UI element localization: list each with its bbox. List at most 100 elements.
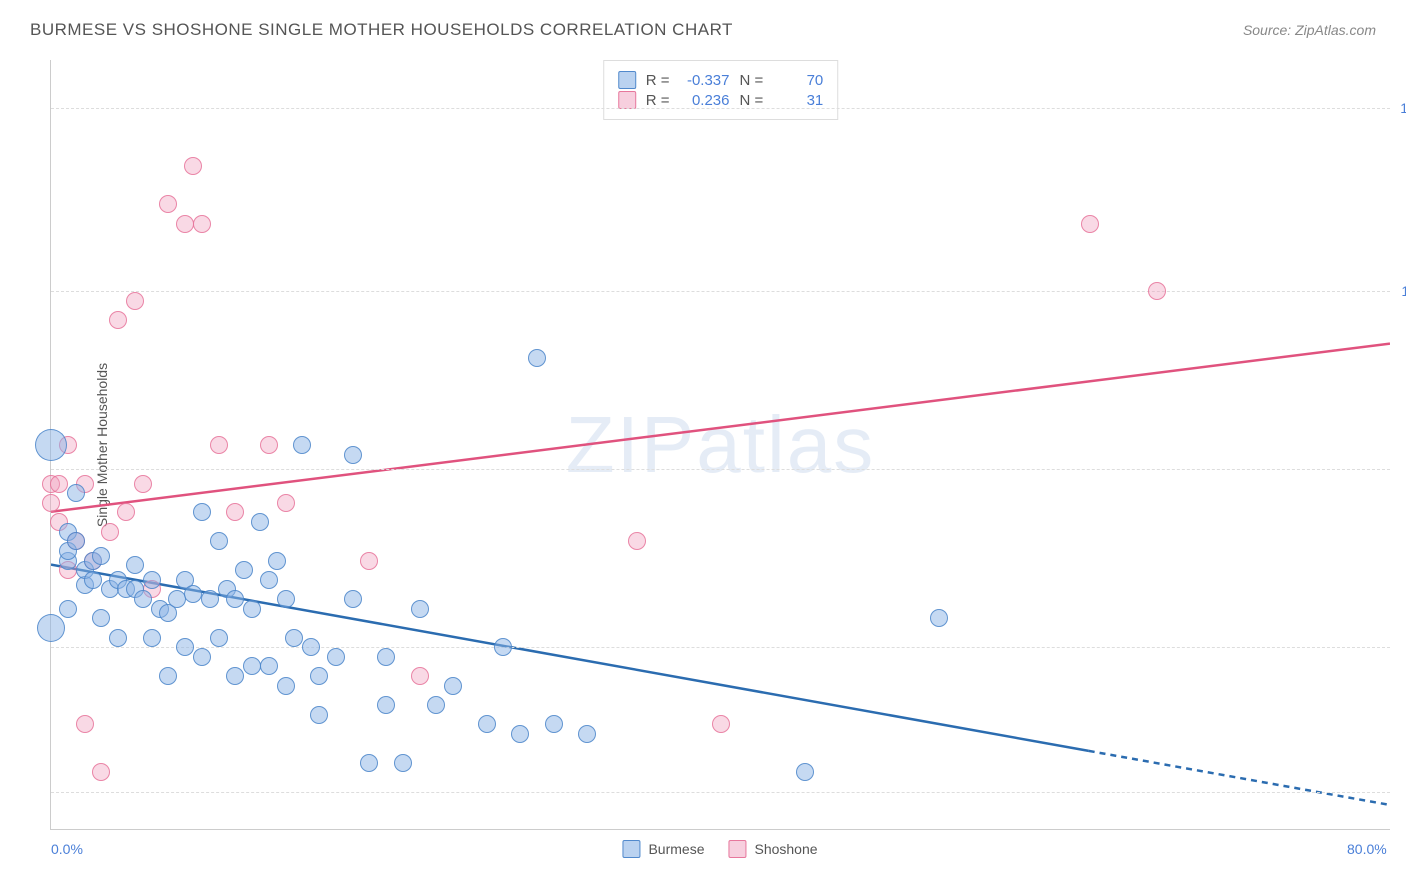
data-point	[930, 609, 948, 627]
legend-label-shoshone: Shoshone	[754, 841, 817, 857]
legend-label-burmese: Burmese	[648, 841, 704, 857]
gridline	[51, 291, 1390, 292]
data-point	[193, 215, 211, 233]
data-point	[92, 763, 110, 781]
data-point	[377, 648, 395, 666]
data-point	[168, 590, 186, 608]
x-tick-label: 80.0%	[1347, 841, 1387, 857]
data-point	[226, 590, 244, 608]
data-point	[251, 513, 269, 531]
data-point	[285, 629, 303, 647]
chart-area: Single Mother Households ZIPatlas R = -0…	[50, 60, 1390, 830]
stats-row-blue: R = -0.337 N = 70	[618, 71, 824, 89]
data-point	[444, 677, 462, 695]
r-label: R =	[646, 72, 670, 89]
data-point	[109, 311, 127, 329]
data-point	[411, 667, 429, 685]
data-point	[210, 629, 228, 647]
data-point	[277, 677, 295, 695]
data-point	[293, 436, 311, 454]
data-point	[50, 475, 68, 493]
data-point	[210, 436, 228, 454]
data-point	[277, 590, 295, 608]
data-point	[117, 503, 135, 521]
stats-legend-box: R = -0.337 N = 70 R = 0.236 N = 31	[603, 60, 839, 120]
data-point	[260, 571, 278, 589]
r-value-blue: -0.337	[680, 72, 730, 89]
data-point	[427, 696, 445, 714]
swatch-blue-icon	[618, 71, 636, 89]
data-point	[260, 436, 278, 454]
stats-row-pink: R = 0.236 N = 31	[618, 91, 824, 109]
y-tick-label: 11.2%	[1392, 283, 1406, 299]
data-point	[201, 590, 219, 608]
gridline	[51, 792, 1390, 793]
n-value-pink: 31	[773, 92, 823, 109]
data-point	[134, 475, 152, 493]
data-point	[143, 571, 161, 589]
data-point	[37, 614, 65, 642]
data-point	[277, 494, 295, 512]
data-point	[193, 503, 211, 521]
bottom-legend: Burmese Shoshone	[622, 840, 817, 858]
data-point	[1081, 215, 1099, 233]
data-point	[344, 446, 362, 464]
chart-title: BURMESE VS SHOSHONE SINGLE MOTHER HOUSEH…	[30, 20, 733, 40]
data-point	[126, 556, 144, 574]
data-point	[578, 725, 596, 743]
data-point	[67, 484, 85, 502]
data-point	[134, 590, 152, 608]
data-point	[377, 696, 395, 714]
data-point	[796, 763, 814, 781]
r-label: R =	[646, 92, 670, 109]
y-tick-label: 3.8%	[1392, 639, 1406, 655]
data-point	[235, 561, 253, 579]
data-point	[42, 494, 60, 512]
n-label: N =	[740, 92, 764, 109]
data-point	[176, 638, 194, 656]
r-value-pink: 0.236	[680, 92, 730, 109]
legend-item-shoshone: Shoshone	[728, 840, 817, 858]
data-point	[268, 552, 286, 570]
data-point	[478, 715, 496, 733]
data-point	[59, 600, 77, 618]
data-point	[35, 429, 67, 461]
data-point	[411, 600, 429, 618]
data-point	[143, 629, 161, 647]
data-point	[126, 292, 144, 310]
data-point	[511, 725, 529, 743]
data-point	[394, 754, 412, 772]
data-point	[184, 157, 202, 175]
data-point	[84, 571, 102, 589]
n-value-blue: 70	[773, 72, 823, 89]
plot-region: ZIPatlas R = -0.337 N = 70 R = 0.236 N =…	[50, 60, 1390, 830]
data-point	[226, 667, 244, 685]
data-point	[159, 667, 177, 685]
data-point	[494, 638, 512, 656]
data-point	[528, 349, 546, 367]
swatch-blue-icon	[622, 840, 640, 858]
data-point	[210, 532, 228, 550]
data-point	[344, 590, 362, 608]
data-point	[193, 648, 211, 666]
data-point	[712, 715, 730, 733]
data-point	[628, 532, 646, 550]
data-point	[226, 503, 244, 521]
trend-lines-svg	[51, 60, 1390, 829]
legend-item-burmese: Burmese	[622, 840, 704, 858]
y-tick-label: 15.0%	[1392, 100, 1406, 116]
data-point	[243, 600, 261, 618]
gridline	[51, 108, 1390, 109]
data-point	[101, 523, 119, 541]
data-point	[92, 547, 110, 565]
data-point	[159, 195, 177, 213]
data-point	[67, 532, 85, 550]
data-point	[260, 657, 278, 675]
gridline	[51, 469, 1390, 470]
data-point	[327, 648, 345, 666]
data-point	[1148, 282, 1166, 300]
swatch-pink-icon	[618, 91, 636, 109]
data-point	[360, 552, 378, 570]
y-tick-label: 7.5%	[1392, 461, 1406, 477]
swatch-pink-icon	[728, 840, 746, 858]
